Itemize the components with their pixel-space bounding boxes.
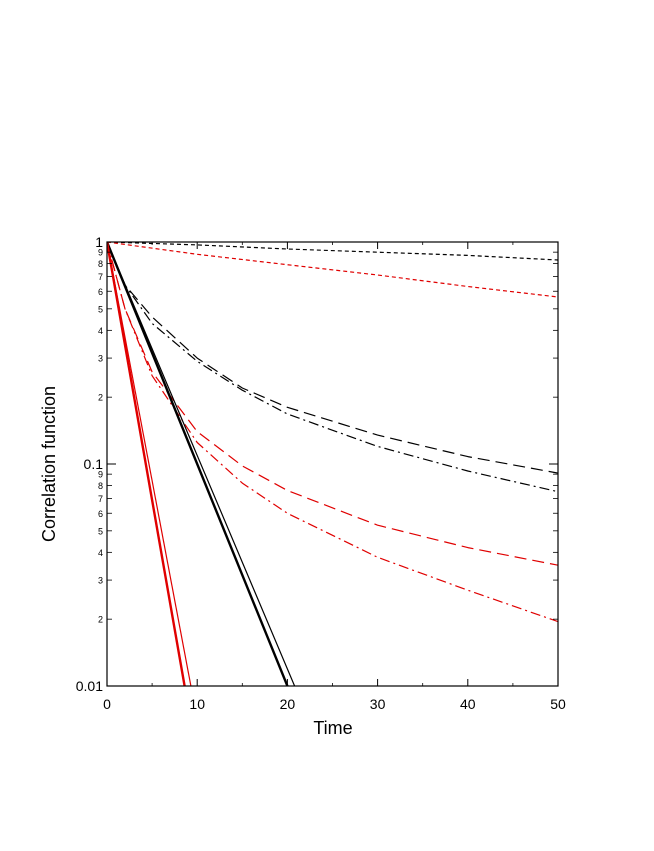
series-line-5 [107, 242, 558, 566]
y-minor-tick-label: 9 [98, 248, 103, 258]
series-line-3 [107, 242, 558, 474]
y-minor-tick-label: 7 [98, 494, 103, 504]
y-minor-tick-label: 8 [98, 259, 103, 269]
y-minor-tick-label: 2 [98, 393, 103, 403]
y-minor-tick-label: 3 [98, 354, 103, 364]
plot-frame [106, 241, 559, 687]
y-minor-tick-label: 7 [98, 272, 103, 282]
y-tick-label: 0.1 [84, 456, 104, 472]
x-tick-label: 50 [550, 696, 566, 712]
x-tick-label: 0 [103, 696, 111, 712]
y-tick-label: 0.01 [76, 678, 103, 694]
y-minor-tick-label: 9 [98, 470, 103, 480]
y-minor-tick-label: 4 [98, 326, 103, 336]
x-tick-label: 20 [280, 696, 296, 712]
series-line-2 [107, 242, 558, 298]
y-minor-tick-label: 8 [98, 481, 103, 491]
series-line-6 [107, 242, 558, 623]
x-axis-label: Time [313, 718, 352, 738]
y-minor-tick-label: 3 [98, 576, 103, 586]
x-tick-label: 10 [189, 696, 205, 712]
series-line-1 [107, 242, 558, 261]
x-tick-label: 40 [460, 696, 476, 712]
x-tick-label: 30 [370, 696, 386, 712]
series-line-7 [107, 242, 289, 686]
y-minor-tick-label: 6 [98, 509, 103, 519]
series-line-4 [107, 242, 558, 493]
y-minor-tick-label: 2 [98, 615, 103, 625]
series-line-10 [107, 242, 192, 686]
series-line-9 [107, 242, 186, 686]
y-minor-tick-label: 5 [98, 526, 103, 536]
y-minor-tick-label: 4 [98, 548, 103, 558]
y-axis-label: Correlation function [39, 386, 59, 542]
y-tick-label: 1 [95, 234, 103, 250]
series-layer [107, 242, 558, 686]
y-minor-tick-label: 6 [98, 287, 103, 297]
y-minor-tick-label: 5 [98, 304, 103, 314]
series-line-8 [107, 242, 296, 686]
